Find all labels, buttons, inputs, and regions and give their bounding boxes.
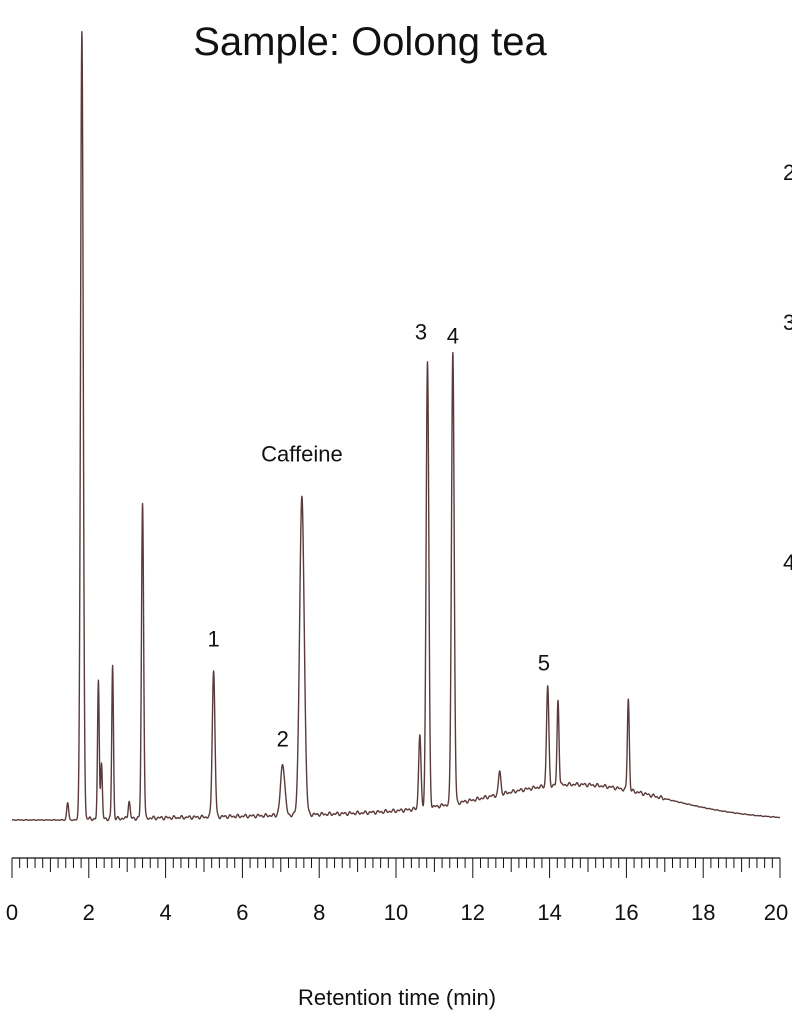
clipped-right-label: 3 [783, 310, 792, 335]
x-tick-label: 18 [691, 900, 715, 925]
x-tick-label: 12 [461, 900, 485, 925]
peak-label: 2 [277, 727, 289, 752]
chart-title: Sample: Oolong tea [193, 20, 547, 64]
peak-label: Caffeine [261, 441, 343, 466]
peak-label: 5 [538, 650, 550, 675]
peak-label: 1 [207, 627, 219, 652]
clipped-right-label: 4 [783, 550, 792, 575]
x-tick-label: 8 [313, 900, 325, 925]
x-tick-label: 20 [764, 900, 788, 925]
x-tick-label: 10 [384, 900, 408, 925]
chromatogram-trace [12, 32, 780, 821]
peak-label: 3 [415, 319, 427, 344]
x-tick-label: 14 [537, 900, 561, 925]
x-axis: 0 2 4 6 8 10 12 14 16 18 20 [6, 858, 788, 925]
x-tick-label: 0 [6, 900, 18, 925]
clipped-right-label: 2 [783, 160, 792, 185]
x-tick-label: 2 [83, 900, 95, 925]
clipped-right-labels: 2 3 4 [783, 160, 792, 575]
x-axis-label: Retention time (min) [298, 985, 496, 1010]
plot-area: 1 Caffeine 2 3 4 5 [12, 32, 780, 821]
x-tick-label: 16 [614, 900, 638, 925]
x-tick-label: 4 [159, 900, 171, 925]
x-tick-label: 6 [236, 900, 248, 925]
peak-label: 4 [447, 323, 459, 348]
